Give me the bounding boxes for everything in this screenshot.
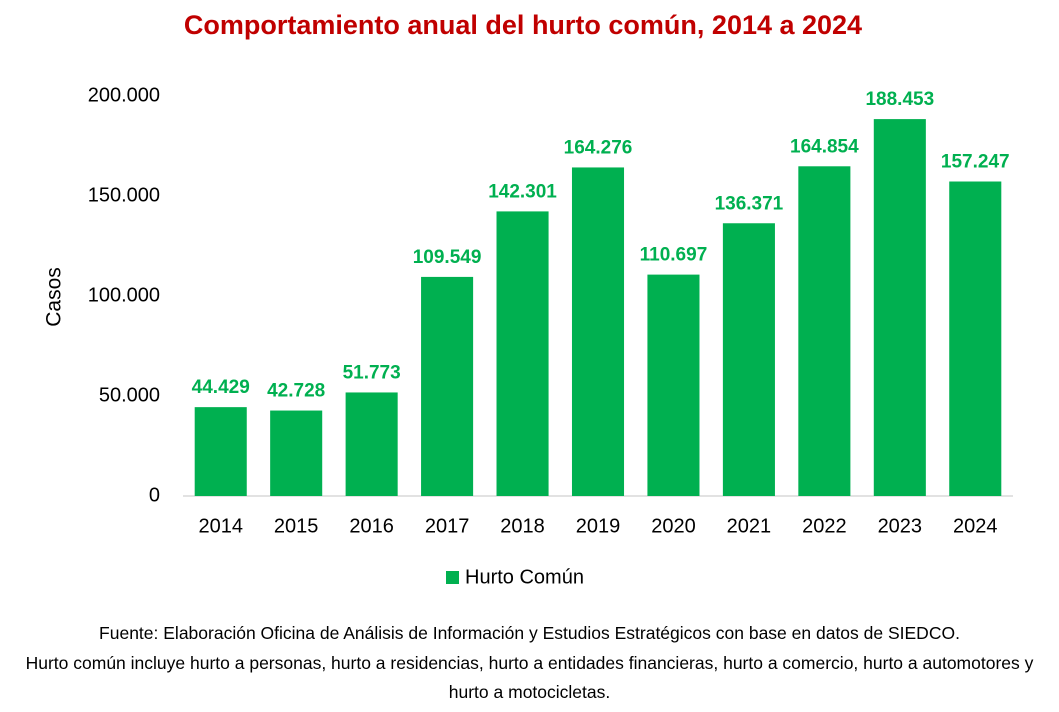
legend-label: Hurto Común bbox=[465, 566, 584, 588]
x-tick-label: 2018 bbox=[500, 515, 545, 537]
value-label: 164.854 bbox=[790, 136, 859, 157]
y-tick-label: 50.000 bbox=[99, 384, 160, 406]
x-tick-label: 2017 bbox=[425, 515, 470, 537]
y-axis-label: Casos bbox=[43, 267, 66, 327]
bar bbox=[421, 276, 474, 496]
bar bbox=[571, 167, 625, 496]
y-tick-label: 200.000 bbox=[88, 84, 160, 106]
value-label: 44.429 bbox=[192, 377, 250, 398]
bar bbox=[194, 407, 247, 496]
definition-note: Hurto común incluye hurto a personas, hu… bbox=[25, 652, 1034, 703]
x-tick-label: 2022 bbox=[802, 515, 847, 537]
source-note: Fuente: Elaboración Oficina de Análisis … bbox=[99, 623, 960, 643]
y-tick-label: 150.000 bbox=[88, 184, 160, 206]
value-label: 42.728 bbox=[267, 381, 325, 402]
x-tick-label: 2023 bbox=[878, 515, 923, 537]
value-label: 164.276 bbox=[564, 137, 633, 158]
y-tick-label: 0 bbox=[149, 484, 160, 506]
y-tick-label: 100.000 bbox=[88, 284, 160, 306]
value-label: 188.453 bbox=[865, 89, 934, 110]
bar bbox=[949, 181, 1002, 497]
bar bbox=[270, 410, 323, 496]
x-tick-label: 2021 bbox=[727, 515, 772, 537]
value-label: 110.697 bbox=[640, 245, 708, 266]
value-label: 142.301 bbox=[488, 181, 557, 202]
value-label: 157.247 bbox=[941, 152, 1010, 173]
bar bbox=[873, 119, 926, 497]
bar bbox=[345, 392, 398, 496]
bar bbox=[722, 223, 775, 496]
x-tick-label: 2024 bbox=[953, 515, 998, 537]
value-label: 109.549 bbox=[413, 247, 482, 268]
bar bbox=[496, 211, 549, 496]
value-label: 136.371 bbox=[715, 193, 784, 214]
x-tick-label: 2016 bbox=[349, 515, 394, 537]
chart-title: Comportamiento anual del hurto común, 20… bbox=[184, 10, 862, 40]
x-tick-label: 2014 bbox=[198, 515, 243, 537]
legend-swatch bbox=[446, 571, 459, 584]
notes: Fuente: Elaboración Oficina de Análisis … bbox=[5, 619, 1054, 708]
value-label: 51.773 bbox=[343, 362, 401, 383]
bar bbox=[647, 274, 700, 496]
bar bbox=[798, 166, 851, 497]
x-tick-label: 2020 bbox=[651, 515, 696, 537]
x-tick-label: 2019 bbox=[576, 515, 621, 537]
chart: Comportamiento anual del hurto común, 20… bbox=[43, 10, 1013, 588]
x-tick-label: 2015 bbox=[274, 515, 319, 537]
